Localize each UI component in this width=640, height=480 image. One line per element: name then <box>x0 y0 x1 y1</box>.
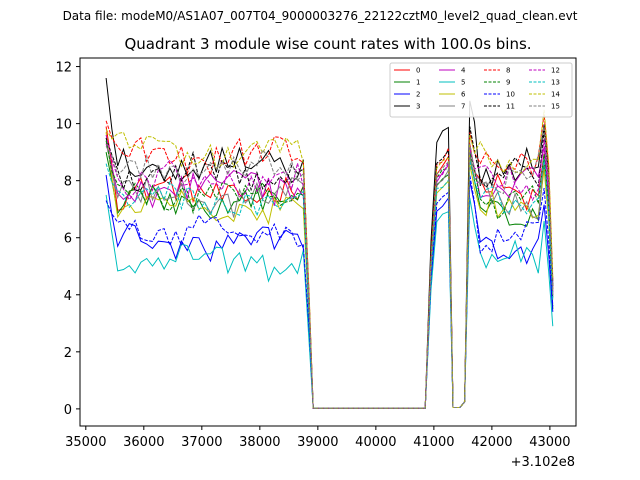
x-tick-label: 43000 <box>529 435 570 450</box>
legend-label: 8 <box>506 67 510 75</box>
series-line-7 <box>105 137 554 409</box>
series-line-4 <box>105 143 554 409</box>
plot-frame <box>79 57 577 427</box>
x-tick-label: 35000 <box>65 435 106 450</box>
x-tick-label: 37000 <box>181 435 222 450</box>
legend-label: 3 <box>416 103 420 111</box>
legend-label: 7 <box>461 103 465 111</box>
y-axis: 0 2 4 6 8 10 12 <box>55 61 80 418</box>
legend-label: 9 <box>506 79 510 87</box>
series-lines <box>105 77 554 409</box>
legend-label: 4 <box>461 67 466 75</box>
x-tick-label: 36000 <box>123 435 164 450</box>
series-line-9 <box>105 140 554 409</box>
series-line-3 <box>105 77 554 409</box>
series-line-15 <box>105 126 554 409</box>
x-tick-label: 39000 <box>297 435 338 450</box>
series-line-11 <box>105 126 554 409</box>
y-tick-label: 2 <box>64 346 72 361</box>
series-line-10 <box>105 174 554 409</box>
series-line-12 <box>105 134 554 409</box>
legend-label: 10 <box>506 91 515 99</box>
x-tick-label: 38000 <box>239 435 280 450</box>
x-tick-label: 41000 <box>413 435 454 450</box>
y-tick-label: 6 <box>64 232 72 247</box>
series-line-14 <box>105 109 554 409</box>
y-tick-label: 8 <box>64 175 72 190</box>
series-line-5 <box>105 194 554 409</box>
legend-label: 13 <box>551 79 560 87</box>
x-tick-label: 42000 <box>471 435 512 450</box>
series-line-8 <box>105 114 554 409</box>
legend-label: 0 <box>416 67 420 75</box>
legend-box <box>389 62 573 118</box>
y-tick-label: 12 <box>55 61 72 76</box>
legend-label: 11 <box>506 103 515 111</box>
chart-suptitle: Data file: modeM0/AS1A07_007T04_90000032… <box>63 9 578 23</box>
chart-title: Quadrant 3 module wise count rates with … <box>124 35 531 53</box>
y-tick-label: 4 <box>64 289 72 304</box>
legend-label: 6 <box>461 91 466 99</box>
x-axis: 35000 36000 37000 38000 39000 40000 41000 42000… <box>65 426 571 450</box>
y-tick-label: 10 <box>55 118 72 133</box>
legend-label: 1 <box>416 79 420 87</box>
series-line-1 <box>105 152 554 409</box>
y-tick-label: 0 <box>64 403 72 418</box>
legend-label: 14 <box>551 91 560 99</box>
legend-label: 2 <box>416 91 420 99</box>
legend-label: 5 <box>461 79 465 87</box>
series-line-2 <box>105 174 554 409</box>
legend-label: 15 <box>551 103 560 111</box>
legend-label: 12 <box>551 67 560 75</box>
series-line-13 <box>105 158 554 409</box>
x-tick-label: 40000 <box>355 435 396 450</box>
x-axis-offset-label: +3.102e8 <box>511 455 575 470</box>
